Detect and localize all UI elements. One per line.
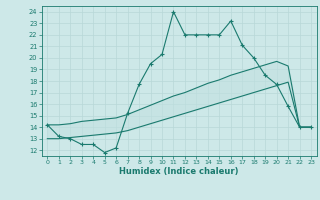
X-axis label: Humidex (Indice chaleur): Humidex (Indice chaleur) [119,167,239,176]
